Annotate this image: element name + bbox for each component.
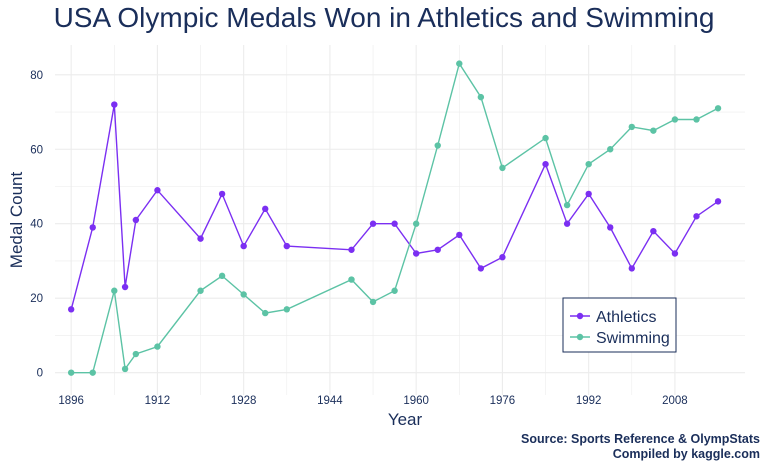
data-point-athletics	[218, 190, 226, 198]
data-point-athletics	[67, 306, 75, 313]
data-point-swimming	[456, 60, 463, 67]
data-point-athletics	[391, 220, 398, 227]
data-point-athletics	[714, 198, 722, 205]
data-point-athletics	[434, 246, 441, 253]
data-point-swimming	[693, 116, 700, 123]
data-point-athletics	[456, 231, 463, 239]
data-point-athletics	[132, 216, 140, 224]
data-point-swimming	[671, 116, 679, 123]
x-tick-label: 1992	[576, 395, 602, 407]
y-tick-label: 0	[37, 368, 43, 380]
data-point-athletics	[89, 224, 96, 231]
data-point-athletics	[542, 160, 549, 168]
data-point-athletics	[671, 250, 679, 257]
x-tick-label: 1976	[490, 395, 516, 407]
data-point-swimming	[607, 146, 614, 153]
data-point-swimming	[218, 272, 226, 280]
data-point-swimming	[499, 164, 506, 172]
data-point-swimming	[67, 369, 75, 376]
data-point-athletics	[585, 190, 592, 198]
x-tick-labels: 1896 1912 1928 1944 1960 1976 1992 2008	[58, 395, 687, 407]
data-point-athletics	[499, 254, 506, 261]
data-point-swimming	[714, 105, 722, 112]
data-point-swimming	[391, 287, 398, 294]
legend-marker-athletics	[576, 312, 584, 320]
legend-box	[562, 297, 677, 353]
data-point-swimming	[369, 298, 377, 306]
data-point-swimming	[283, 306, 290, 313]
legend-marker-swimming	[576, 333, 584, 341]
y-tick-label: 20	[30, 293, 43, 305]
x-tick-label: 1912	[145, 395, 171, 407]
data-point-athletics	[607, 224, 614, 231]
source-line: Source: Sports Reference & OlympStats	[521, 432, 760, 446]
data-point-athletics	[348, 246, 355, 253]
data-point-swimming	[89, 369, 96, 376]
y-tick-labels: 0 20 40 60 80	[30, 70, 43, 380]
data-point-athletics	[111, 101, 118, 108]
y-tick-label: 80	[30, 70, 43, 82]
data-point-swimming	[154, 343, 161, 350]
compiled-line: Compiled by kaggle.com	[612, 447, 760, 461]
chart-title: USA Olympic Medals Won in Athletics and …	[53, 2, 715, 33]
data-point-swimming	[132, 350, 140, 358]
data-point-swimming	[628, 123, 635, 131]
x-tick-label: 1960	[403, 395, 429, 407]
data-point-swimming	[563, 201, 571, 209]
data-point-swimming	[121, 365, 129, 373]
data-point-swimming	[197, 287, 204, 294]
series-line-athletics	[70, 104, 719, 310]
y-tick-label: 60	[30, 144, 43, 156]
series-layer	[67, 60, 722, 376]
data-point-swimming	[240, 291, 247, 298]
data-point-swimming	[650, 127, 657, 134]
data-point-athletics	[283, 242, 290, 250]
y-tick-label: 40	[30, 219, 43, 231]
data-point-swimming	[542, 134, 549, 142]
y-axis-title: Medal Count	[7, 172, 26, 269]
legend-label-swimming: Swimming	[596, 330, 670, 347]
data-point-athletics	[369, 220, 377, 227]
x-tick-label: 1928	[231, 395, 257, 407]
data-point-athletics	[262, 205, 269, 213]
data-point-swimming	[412, 220, 420, 227]
legend-item-swimming: Swimming	[570, 330, 670, 347]
data-point-athletics	[650, 227, 657, 235]
data-point-athletics	[240, 242, 247, 250]
data-point-athletics	[197, 235, 204, 242]
data-point-swimming	[111, 287, 118, 294]
x-tick-label: 1896	[58, 395, 84, 407]
data-point-swimming	[434, 142, 441, 149]
data-point-swimming	[348, 276, 355, 283]
x-tick-label: 2008	[662, 395, 688, 407]
data-point-athletics	[121, 283, 129, 291]
data-point-athletics	[154, 187, 161, 194]
data-point-swimming	[585, 160, 592, 168]
legend: Athletics Swimming	[562, 297, 677, 353]
data-point-athletics	[412, 250, 420, 257]
source-caption: Source: Sports Reference & OlympStats Co…	[521, 432, 760, 462]
x-tick-label: 1944	[317, 395, 343, 407]
legend-label-athletics: Athletics	[596, 309, 656, 326]
legend-item-athletics: Athletics	[570, 309, 656, 326]
data-point-athletics	[693, 213, 700, 220]
data-point-athletics	[477, 265, 485, 272]
data-point-athletics	[563, 220, 571, 227]
data-point-swimming	[477, 93, 485, 101]
x-axis-title: Year	[388, 410, 423, 429]
series-line-swimming	[71, 61, 719, 374]
data-point-athletics	[628, 265, 635, 272]
data-point-swimming	[262, 309, 269, 317]
